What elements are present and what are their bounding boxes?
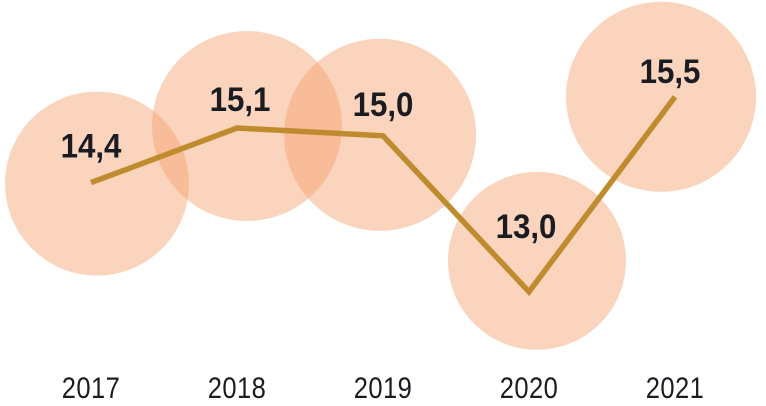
year-label-2018: 2018 [208, 371, 266, 404]
bubble-2021 [566, 1, 756, 192]
year-label-2020: 2020 [500, 371, 558, 404]
value-label-2021: 15,5 [640, 52, 701, 91]
value-label-2017: 14,4 [61, 126, 122, 165]
trend-line [90, 95, 678, 297]
bubble-2017 [5, 91, 189, 276]
year-label-2021: 2021 [646, 371, 704, 404]
bubble-layer [5, 1, 756, 350]
value-label-2019: 15,0 [353, 85, 414, 124]
value-label-2020: 13,0 [496, 207, 557, 246]
value-label-2018: 15,1 [210, 80, 271, 119]
bubble-2020 [448, 171, 626, 350]
year-label-2017: 2017 [62, 371, 120, 404]
year-label-2019: 2019 [354, 371, 412, 404]
